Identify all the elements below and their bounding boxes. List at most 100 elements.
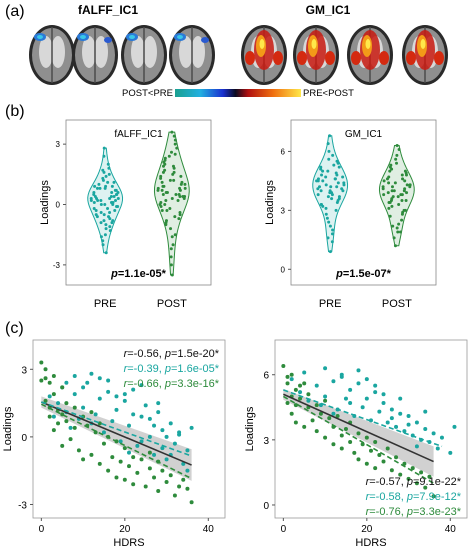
data-point <box>43 398 48 403</box>
data-point <box>110 184 114 188</box>
data-point <box>89 452 94 457</box>
p-symbol: p <box>335 268 343 280</box>
data-point <box>165 190 169 194</box>
blob-yellow <box>311 39 317 49</box>
y-axis-label: Loadings <box>264 180 276 225</box>
data-point <box>68 425 73 430</box>
data-point <box>169 227 173 231</box>
data-point <box>174 192 178 196</box>
data-point <box>324 206 328 210</box>
data-point <box>112 180 116 184</box>
data-point <box>122 477 127 482</box>
data-point <box>385 420 390 425</box>
data-point <box>356 457 361 462</box>
data-point <box>169 263 173 267</box>
data-point <box>410 466 415 471</box>
data-point <box>356 381 361 386</box>
data-point <box>427 474 432 479</box>
data-point <box>314 429 319 434</box>
data-point <box>177 484 182 489</box>
correlation-stats: r=-0.39, p=1.6e-05* <box>124 363 220 375</box>
data-point <box>339 446 344 451</box>
data-point <box>111 219 115 223</box>
p-symbol: p <box>164 378 171 390</box>
data-point <box>189 500 194 505</box>
data-point <box>326 195 330 199</box>
data-point <box>89 410 94 415</box>
data-point <box>39 360 44 365</box>
white-matter-left <box>131 36 145 68</box>
data-point <box>81 405 86 410</box>
blob-red <box>325 51 335 65</box>
correlation-stats: r=-0.58, p=7.9e-12* <box>366 491 462 503</box>
data-point <box>110 190 114 194</box>
r-symbol: r <box>124 378 129 390</box>
data-point <box>106 180 110 184</box>
data-point <box>316 179 320 183</box>
data-point <box>306 392 311 397</box>
data-point <box>382 179 386 183</box>
white-matter-right <box>191 36 205 68</box>
data-point <box>85 380 90 385</box>
data-point <box>328 224 332 228</box>
data-point <box>348 400 353 405</box>
data-point <box>97 461 102 466</box>
data-point <box>398 230 402 234</box>
data-point <box>369 448 373 453</box>
data-point <box>348 440 353 445</box>
fit-line <box>282 395 435 484</box>
white-matter-right <box>143 36 157 68</box>
blob-red <box>297 51 307 65</box>
data-point <box>135 443 140 448</box>
data-point <box>337 165 341 169</box>
panel-c-label: (c) <box>5 320 24 337</box>
data-point <box>452 424 457 429</box>
data-point <box>173 142 177 146</box>
data-point <box>173 233 177 237</box>
data-point <box>185 468 190 473</box>
fit-line <box>40 403 192 480</box>
data-point <box>335 159 339 163</box>
data-point <box>320 173 324 177</box>
data-point <box>101 430 106 435</box>
data-point <box>328 191 332 195</box>
data-point <box>392 236 396 240</box>
data-point <box>334 171 338 175</box>
data-point <box>414 481 419 486</box>
data-point <box>183 182 187 186</box>
data-point <box>392 189 396 193</box>
data-point <box>172 178 176 182</box>
data-point <box>360 405 365 410</box>
data-point <box>127 423 131 428</box>
data-point <box>173 215 177 219</box>
data-point <box>189 425 194 430</box>
data-point <box>118 459 123 464</box>
data-point <box>159 176 163 180</box>
blob-red <box>434 51 444 65</box>
data-point <box>381 392 386 397</box>
data-point <box>318 185 322 189</box>
data-point <box>170 273 174 277</box>
data-point <box>160 446 165 451</box>
data-point <box>106 378 111 383</box>
data-point <box>387 181 391 185</box>
data-point <box>97 396 102 401</box>
brain-slice <box>293 25 339 85</box>
data-point <box>341 189 345 193</box>
data-point <box>102 154 106 158</box>
data-point <box>381 400 386 405</box>
data-point <box>152 475 157 480</box>
panel-b-label: (b) <box>5 103 25 120</box>
data-point <box>327 220 331 224</box>
gm-ic1-title: GM_IC1 <box>306 3 351 17</box>
data-point <box>326 142 330 146</box>
data-point <box>94 213 98 217</box>
data-point <box>56 421 61 426</box>
data-point <box>51 414 56 419</box>
data-point <box>104 184 108 188</box>
data-point <box>324 212 328 216</box>
p-symbol: p <box>164 348 171 360</box>
y-axis-label: Loadings <box>244 406 256 451</box>
data-point <box>115 205 119 209</box>
